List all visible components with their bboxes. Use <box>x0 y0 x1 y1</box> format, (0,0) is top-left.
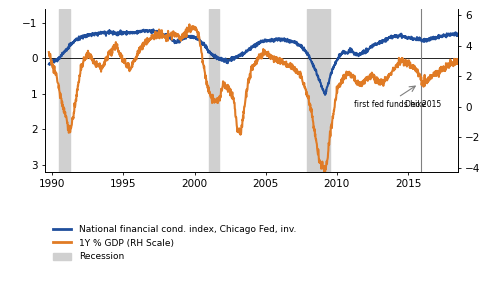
Bar <box>307 9 330 172</box>
Bar <box>209 9 219 172</box>
Text: first fed funds hike: first fed funds hike <box>354 100 426 109</box>
Text: Dec 2015: Dec 2015 <box>405 100 441 109</box>
Bar <box>59 9 70 172</box>
Legend: National financial cond. index, Chicago Fed, inv., 1Y % GDP (RH Scale), Recessio: National financial cond. index, Chicago … <box>50 222 300 265</box>
